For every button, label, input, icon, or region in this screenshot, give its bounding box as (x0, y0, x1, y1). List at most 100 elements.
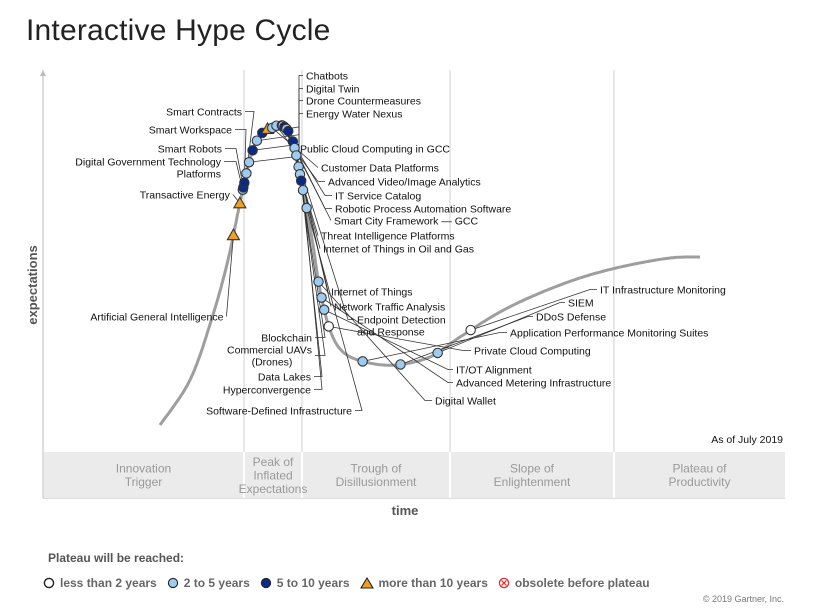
leader-line (318, 281, 432, 401)
item-label: Hyperconvergence (223, 385, 311, 397)
legend-label: obsolete before plateau (514, 576, 650, 590)
item-label: Commercial UAVs (227, 345, 312, 357)
hype-marker (297, 184, 309, 196)
hype-marker (295, 175, 307, 187)
legend-title: Plateau will be reached: (48, 551, 185, 565)
item-label: Public Cloud Computing in GCC (300, 144, 450, 156)
leader-line (226, 235, 234, 317)
leader-line (321, 297, 453, 383)
x-axis-title: time (392, 503, 419, 518)
leader-line (302, 190, 323, 390)
hype-marker (239, 177, 250, 188)
item-label: Threat Intelligence Platforms (321, 231, 455, 243)
item-label: Chatbots (306, 71, 348, 83)
item-label: Robotic Process Automation Software (335, 204, 511, 216)
item-label: Application Performance Monitoring Suite… (510, 328, 708, 340)
hype-marker (313, 276, 324, 287)
leader-line (400, 316, 533, 365)
hype-marker (226, 228, 241, 241)
item-label: and Response (357, 327, 425, 339)
item-label: Energy Water Nexus (306, 109, 402, 121)
item-label: Endpoint Detection (357, 315, 446, 327)
phase-label: Disillusionment (336, 475, 417, 489)
phase-label: Innovation (116, 462, 171, 476)
item-label: Transactive Energy (140, 190, 231, 202)
y-axis-title: expectations (25, 245, 40, 324)
hype-marker (465, 324, 476, 336)
hype-marker (243, 156, 255, 168)
legend: less than 2 years 2 to 5 years 5 to 10 y… (43, 575, 660, 591)
leader-line (437, 302, 565, 354)
legend-item: less than 2 years (43, 576, 157, 590)
phase-label: Trigger (125, 475, 163, 489)
item-label: Blockchain (261, 333, 312, 345)
phase-label: Trough of (351, 462, 403, 476)
phase-label: Plateau of (672, 462, 727, 476)
as-of-date: As of July 2019 (711, 434, 783, 446)
item-label: Advanced Video/Image Analytics (328, 177, 481, 189)
item-label: (Drones) (252, 357, 293, 369)
leader-line (306, 207, 363, 411)
item-label: SIEM (568, 298, 594, 310)
legend-label: more than 10 years (378, 576, 488, 590)
copyright: © 2019 Gartner, Inc. (702, 594, 784, 604)
item-label: Smart Robots (158, 144, 222, 156)
leader-line (328, 325, 471, 351)
leader-line (362, 332, 507, 362)
page-title: Interactive Hype Cycle (26, 14, 331, 47)
item-label: Digital Wallet (435, 396, 496, 408)
hype-marker (291, 150, 302, 161)
item-label: Private Cloud Computing (474, 346, 591, 358)
hype-marker (323, 321, 334, 332)
hype-marker (395, 359, 406, 370)
phase-label: Enlightenment (494, 475, 571, 489)
phase-label: Peak of (253, 455, 294, 469)
hype-marker (247, 145, 258, 156)
phase-label: Inflated (253, 469, 292, 483)
hype-marker (251, 135, 263, 146)
hype-marker (357, 356, 368, 367)
item-label: Digital Government Technology (75, 157, 221, 169)
item-labels: Artificial General Intelligence Transacti… (75, 71, 726, 418)
item-label: Internet of Things in Oil and Gas (323, 244, 474, 256)
item-label: Smart Workspace (149, 125, 232, 137)
item-label: Network Traffic Analysis (334, 302, 445, 314)
leader-line (225, 148, 244, 188)
item-label: Platforms (177, 169, 221, 181)
item-label: Smart City Framework — GCC (334, 216, 479, 228)
legend-label: 2 to 5 years (183, 576, 250, 590)
hype-marker (301, 202, 312, 214)
legend-label: less than 2 years (60, 576, 157, 590)
phase-label: Slope of (510, 462, 555, 476)
hype-marker (316, 292, 327, 303)
item-label: Drone Countermeasures (306, 96, 421, 108)
legend-item: more than 10 years (359, 576, 488, 590)
circle-dark-blue-icon (260, 577, 271, 589)
circle-light-blue-icon (167, 577, 178, 589)
item-label: Customer Data Platforms (321, 163, 439, 175)
item-label: IT Infrastructure Monitoring (600, 285, 726, 297)
item-label: Internet of Things (331, 287, 413, 299)
item-label: Smart Contracts (166, 107, 242, 119)
item-label: Digital Twin (306, 84, 360, 96)
hype-marker (432, 347, 443, 359)
hype-marker (232, 196, 247, 209)
phase-label: Productivity (668, 475, 730, 489)
item-label: IT Service Catalog (335, 191, 421, 203)
item-label: Artificial General Intelligence (90, 312, 223, 324)
leader-line (299, 174, 326, 356)
phase-band-background (44, 452, 785, 498)
item-label: Advanced Metering Infrastructure (456, 378, 611, 390)
leader-line (324, 309, 453, 370)
circle-x-red-icon (498, 577, 510, 589)
item-label: Data Lakes (258, 372, 311, 384)
leader-line (298, 166, 326, 338)
hype-marker (282, 125, 294, 137)
legend-item: 5 to 10 years (260, 576, 350, 590)
hype-marker (241, 168, 252, 179)
phase-label: Expectations (239, 482, 308, 496)
legend-item: obsolete before plateau (498, 576, 650, 590)
markers (226, 120, 476, 370)
